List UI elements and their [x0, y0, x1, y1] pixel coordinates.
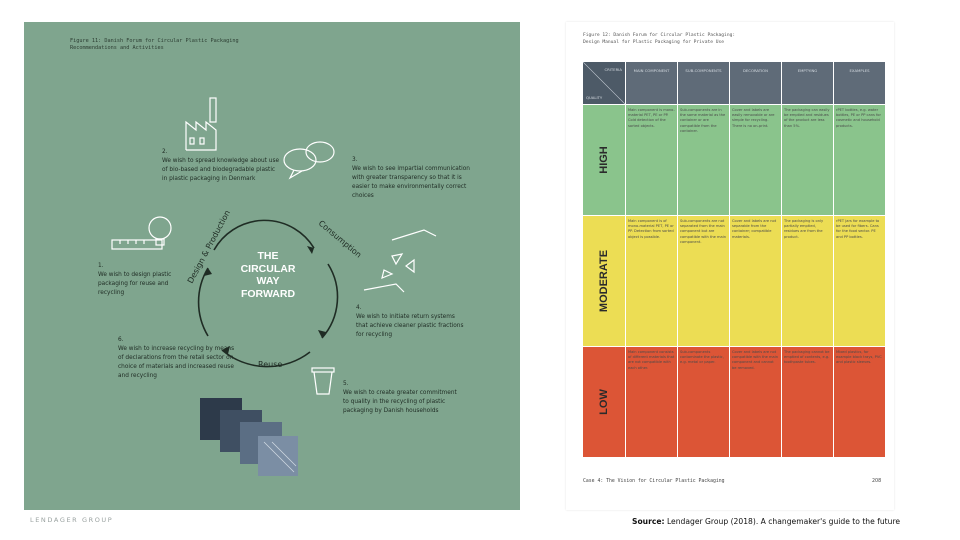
- band-low: LOW Main component consists of different…: [583, 347, 885, 457]
- band-label-cell: MODERATE: [583, 216, 625, 346]
- ruler-icon: [111, 239, 163, 250]
- page-number: 208: [872, 479, 882, 484]
- table-cell: rPET jars for example to be used for fib…: [834, 216, 885, 346]
- lightbulb-icon: [148, 216, 172, 246]
- band-high: HIGH Main component is mono-material PET…: [583, 105, 885, 215]
- step-text: We wish to increase recycling by means o…: [118, 346, 235, 379]
- left-figure-title: Figure 11: Danish Forum for Circular Pla…: [70, 38, 239, 51]
- band-label-cell: LOW: [583, 347, 625, 457]
- step-number: 6.: [118, 337, 124, 343]
- band-label: LOW: [598, 389, 610, 415]
- pattern-tiles-icon: [200, 398, 298, 476]
- step-number: 5.: [343, 381, 349, 387]
- trash-bin-icon: [311, 367, 335, 395]
- arc-top: [213, 219, 315, 251]
- arrow-head: [307, 246, 314, 254]
- table-cell: The packaging can easily be emptied and …: [782, 105, 833, 215]
- column-header: DECORATION: [730, 62, 781, 104]
- band-label: MODERATE: [598, 249, 610, 313]
- step-text: We wish to design plastic packaging for …: [98, 272, 172, 296]
- step-text: We wish to create greater commitment to …: [343, 390, 457, 414]
- band-label: HIGH: [598, 146, 610, 174]
- source-label: Source:: [632, 517, 665, 526]
- diagram-center-title: THE CIRCULAR WAY FORWARD: [240, 250, 296, 300]
- factory-icon: [185, 97, 217, 151]
- arc-left: [197, 267, 209, 337]
- step-4: 4. We wish to initiate return systems th…: [356, 304, 466, 340]
- source-text: Lendager Group (2018). A changemaker's g…: [666, 517, 901, 526]
- step-1: 1. We wish to design plastic packaging f…: [98, 262, 190, 298]
- table-cell: Mixed plastics, for example black trays,…: [834, 347, 885, 457]
- design-manual-table: CRITERIA QUALITY MAIN COMPONENT SUB-COMP…: [583, 62, 885, 457]
- arrow-head: [222, 346, 230, 354]
- step-number: 4.: [356, 305, 362, 311]
- step-2: 2. We wish to spread knowledge about use…: [162, 148, 282, 184]
- table-cell: The packaging cannot be emptied of conte…: [782, 347, 833, 457]
- table-cell: rPET bottles, e.g. water bottles, PE or …: [834, 105, 885, 215]
- table-corner: CRITERIA QUALITY: [583, 62, 625, 104]
- corner-diagonal: [583, 62, 625, 104]
- step-text: We wish to initiate return systems that …: [356, 314, 464, 338]
- column-header: EMPTYING: [782, 62, 833, 104]
- column-header: MAIN COMPONENT: [626, 62, 677, 104]
- source-caption: Source: Lendager Group (2018). A changem…: [632, 517, 900, 526]
- arrow-head: [318, 330, 326, 338]
- column-header: EXAMPLES: [834, 62, 885, 104]
- company-logo: LENDAGER GROUP: [30, 516, 114, 524]
- step-5: 5. We wish to create greater commitment …: [343, 380, 461, 416]
- table-cell: Main component consists of different mat…: [626, 347, 677, 457]
- arc-label-reuse: Reuse: [258, 360, 282, 369]
- right-figure-title: Figure 12: Danish Forum for Circular Pla…: [583, 33, 736, 45]
- table-cell: Cover and labels are not separable from …: [730, 216, 781, 346]
- corner-criteria-label: CRITERIA: [604, 67, 622, 72]
- table-cell: Sub-components are not separated from th…: [678, 216, 729, 346]
- band-moderate: MODERATE Main component is of mono-mater…: [583, 216, 885, 346]
- table-cell: Sub-components are in the same material …: [678, 105, 729, 215]
- arc-label-consumption: Consumption: [317, 219, 363, 260]
- table-cell: Cover and labels are easily removable or…: [730, 105, 781, 215]
- table-cell: Main component is mono-material PET, PE …: [626, 105, 677, 215]
- table-cell: Cover and labels are not compatible with…: [730, 347, 781, 457]
- recycle-hands-icon: [363, 229, 437, 293]
- step-number: 1.: [98, 263, 104, 269]
- table-cell: Main component is of mono-material PET, …: [626, 216, 677, 346]
- step-number: 3.: [352, 157, 358, 163]
- speech-bubbles-icon: [283, 141, 335, 180]
- step-text: We wish to spread knowledge about use of…: [162, 158, 280, 182]
- arrow-head: [204, 268, 212, 276]
- step-3: 3. We wish to see impartial communicatio…: [352, 156, 472, 201]
- table-cell: Sub-components contaminate the plastic, …: [678, 347, 729, 457]
- step-6: 6. We wish to increase recycling by mean…: [118, 336, 236, 381]
- step-number: 2.: [162, 149, 168, 155]
- circular-diagram: Design & Production Consumption Reuse: [111, 97, 437, 476]
- arc-right: [321, 263, 339, 339]
- step-text: We wish to see impartial communication w…: [352, 166, 470, 199]
- corner-quality-label: QUALITY: [586, 95, 603, 100]
- table-header-row: CRITERIA QUALITY MAIN COMPONENT SUB-COMP…: [583, 62, 885, 104]
- table-cell: The packaging is only partially emptied,…: [782, 216, 833, 346]
- band-label-cell: HIGH: [583, 105, 625, 215]
- page-footer: Case 4: The Vision for Circular Plastic …: [583, 479, 725, 484]
- column-header: SUB-COMPONENTS: [678, 62, 729, 104]
- arc-bottom: [221, 349, 311, 368]
